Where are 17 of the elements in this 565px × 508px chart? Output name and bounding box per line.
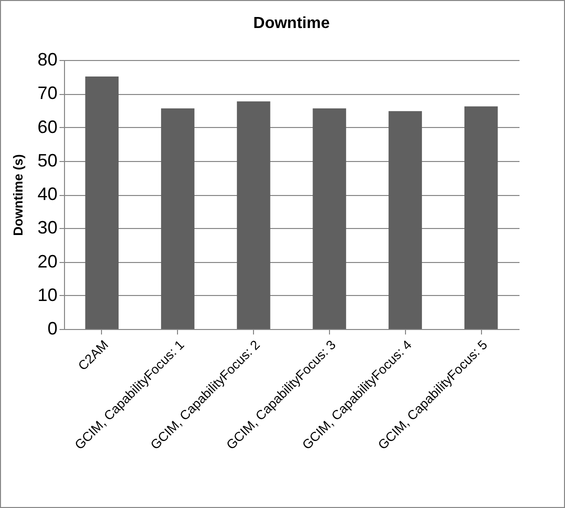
y-tick-label: 60: [37, 116, 58, 137]
bar: [464, 106, 498, 329]
bar: [236, 101, 270, 329]
bar: [388, 111, 422, 329]
y-tick-label: 70: [37, 83, 58, 104]
y-tick-label: 30: [37, 218, 58, 238]
bar: [161, 108, 194, 329]
y-axis-title: Downtime (s): [10, 154, 26, 236]
bar: [85, 76, 119, 329]
y-tick-label: 0: [47, 318, 58, 338]
y-tick-label: 80: [37, 50, 58, 70]
y-tick-label: 20: [37, 251, 58, 272]
y-tick-label: 10: [37, 284, 58, 305]
y-tick-label: 50: [37, 150, 58, 170]
chart-title: Downtime: [253, 15, 330, 32]
bar: [312, 108, 346, 329]
y-tick-label: 40: [37, 184, 58, 204]
